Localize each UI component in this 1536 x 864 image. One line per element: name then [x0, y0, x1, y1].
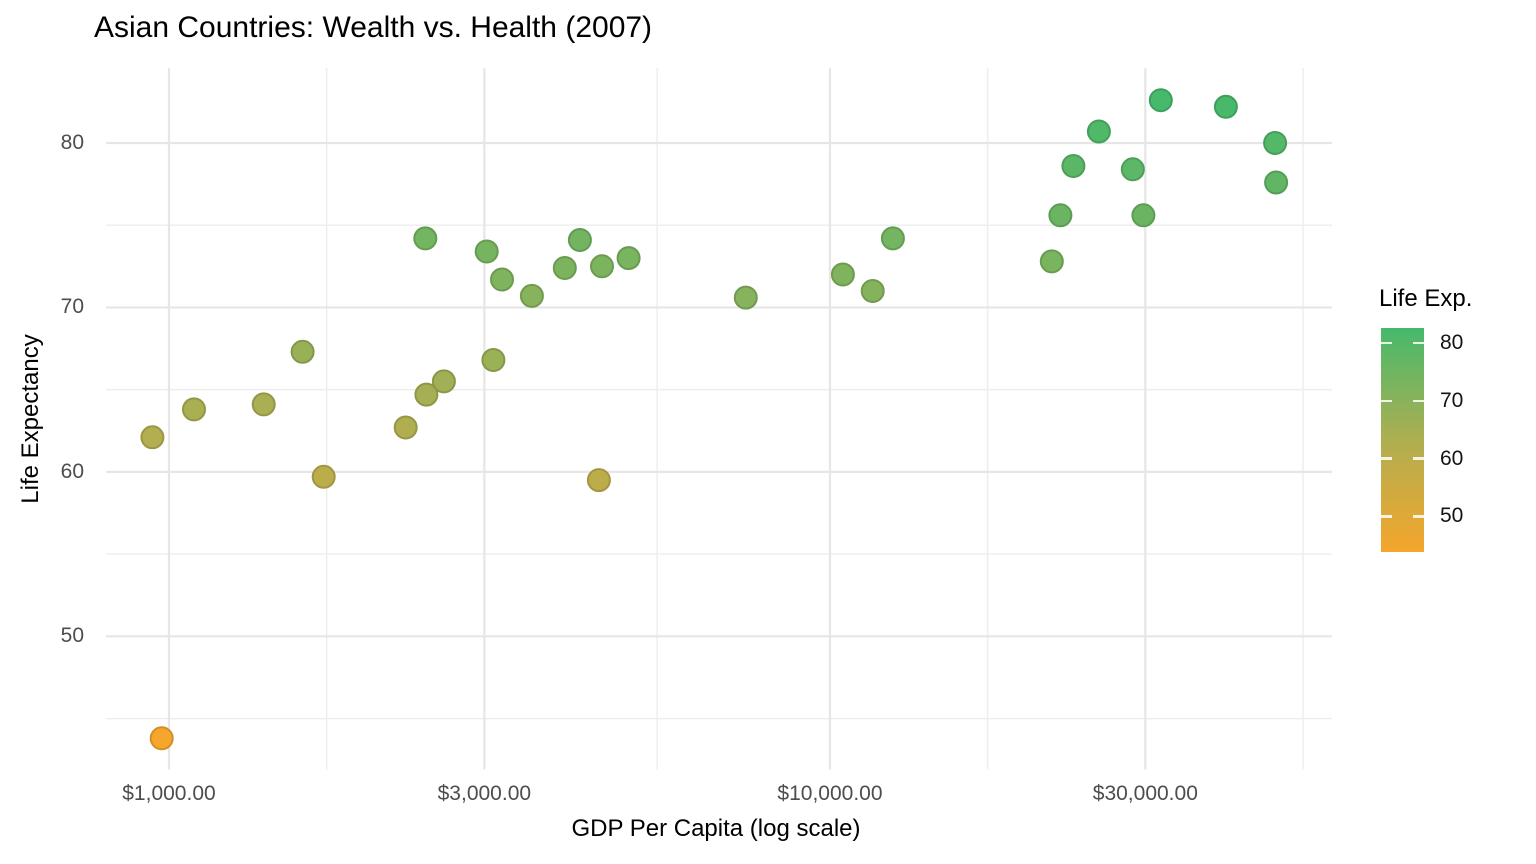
legend-tick-label: 50 — [1440, 504, 1464, 528]
legend-tick-mark — [1381, 341, 1392, 345]
y-tick-label: 50 — [60, 624, 84, 648]
data-point — [830, 262, 855, 287]
data-point — [140, 425, 165, 450]
legend-tick-label: 80 — [1440, 331, 1464, 355]
x-tick-label: $1,000.00 — [122, 782, 216, 805]
x-tick-label: $10,000.00 — [777, 782, 883, 805]
data-point — [733, 285, 758, 310]
x-tick-label: $3,000.00 — [437, 782, 532, 805]
data-point — [1039, 249, 1064, 274]
data-point — [413, 226, 438, 251]
data-point — [251, 392, 276, 417]
data-point — [290, 339, 315, 364]
legend-tick-mark — [1413, 515, 1424, 518]
data-point — [1131, 203, 1156, 228]
data-point — [880, 226, 905, 251]
x-axis-title: GDP Per Capita (log scale) — [571, 815, 861, 842]
data-point — [590, 254, 614, 279]
legend-title: Life Exp. — [1379, 285, 1473, 312]
legend-tick-mark — [1413, 457, 1424, 460]
legend-tick-label: 70 — [1440, 388, 1464, 412]
data-point — [490, 267, 514, 292]
data-point — [481, 348, 506, 372]
data-point — [393, 415, 418, 440]
data-point — [519, 283, 544, 308]
legend-tick-mark — [1381, 515, 1392, 518]
y-tick-label: 70 — [60, 295, 84, 319]
chart-title: Asian Countries: Wealth vs. Health (2007… — [94, 11, 653, 44]
data-point — [1120, 157, 1145, 182]
data-point — [616, 246, 641, 271]
data-point — [1061, 154, 1086, 178]
data-point — [586, 468, 611, 493]
legend-tick-mark — [1381, 399, 1392, 403]
legend-tick-mark — [1413, 341, 1424, 345]
data-point — [1086, 119, 1111, 144]
y-axis-title: Life Expectancy — [17, 334, 44, 504]
legend-tick-label: 60 — [1440, 446, 1464, 470]
data-point — [1264, 170, 1289, 195]
data-point — [431, 369, 456, 394]
data-point — [311, 464, 336, 489]
data-point — [1263, 131, 1288, 155]
data-point — [1148, 88, 1173, 113]
data-point — [1048, 203, 1073, 228]
data-point — [182, 397, 206, 422]
legend-tick-mark — [1413, 399, 1424, 403]
x-tick-label: $30,000.00 — [1092, 782, 1198, 805]
legend-tick-mark — [1381, 457, 1392, 460]
y-tick-label: 60 — [60, 459, 84, 483]
data-point — [1213, 94, 1238, 119]
data-point — [474, 239, 499, 264]
data-point — [149, 726, 174, 751]
data-point — [567, 228, 592, 252]
legend-colorbar — [1381, 328, 1424, 552]
data-point — [552, 256, 577, 280]
y-tick-label: 80 — [60, 130, 84, 154]
data-point — [414, 382, 439, 407]
data-point — [860, 279, 885, 303]
